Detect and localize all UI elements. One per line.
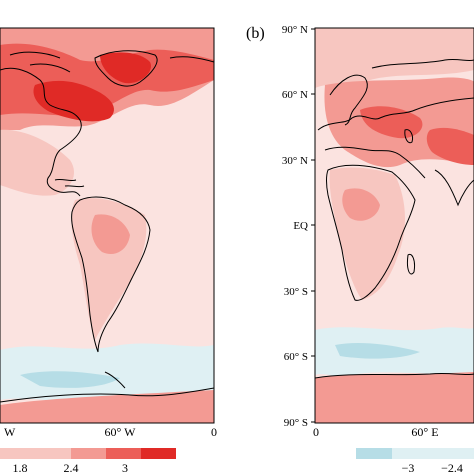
map-a-southern-cool-core — [20, 371, 120, 388]
colorbar-a-swatch-2 — [36, 448, 71, 459]
lat-label-30s: 30° S — [284, 286, 308, 298]
map-panel-a — [0, 28, 214, 423]
map-a-antarctic-warming — [0, 390, 214, 423]
colorbar-a-swatch-1 — [0, 448, 36, 459]
map-b-coastlines — [315, 58, 474, 379]
colorbar-b-tick-minus-3: −3 — [402, 461, 415, 474]
coast-europe — [317, 97, 474, 131]
colorbar-b: −3 −2.4 — [356, 448, 474, 474]
panel-b-label: (b) — [246, 25, 265, 42]
coast-arctic-b — [371, 58, 474, 69]
coast-caspian — [404, 129, 413, 144]
map-a-coastlines — [0, 50, 214, 403]
coast-madagascar — [407, 253, 415, 275]
coast-north-america — [0, 67, 82, 197]
map-a-greenland-hotspot — [100, 52, 151, 84]
map-a-na-land-warming — [0, 129, 75, 196]
map-b-southern-cool-core — [335, 342, 420, 359]
coast-arctic-islands — [9, 51, 214, 73]
colorbar-a-tick-3: 3 — [122, 461, 128, 474]
colorbar-b-tick-minus-2-4: −2.4 — [441, 461, 463, 474]
coast-mediterranean — [324, 146, 426, 179]
coast-africa — [326, 164, 416, 301]
map-b-x-tick-0: 0 — [313, 425, 319, 439]
coast-antarctic-peninsula — [104, 371, 126, 389]
colorbar-b-swatch-3 — [428, 448, 474, 459]
lat-label-60s: 60° S — [284, 351, 308, 363]
map-b-arctic-warming — [315, 28, 474, 88]
lat-label-60n: 60° N — [282, 89, 308, 101]
lat-label-90s: 90° S — [284, 417, 308, 429]
map-b-central-asia-hotspot — [426, 127, 474, 165]
map-b-antarctic-warming — [315, 372, 474, 423]
lat-label-eq: EQ — [293, 220, 308, 232]
map-a-frame — [0, 27, 215, 424]
map-b-russia-hotspot — [360, 106, 423, 139]
colorbar-a-tick-2-4: 2.4 — [64, 461, 79, 474]
colorbar-b-swatch-1 — [356, 448, 392, 459]
coast-scandinavia — [329, 74, 368, 126]
lat-label-90n: 90° N — [282, 24, 308, 36]
map-a-x-tick-60w: 60° W — [105, 425, 137, 439]
coast-antarctica-a — [0, 387, 214, 403]
map-b-africa-hotspot — [342, 188, 380, 221]
colorbar-a-swatch-5 — [141, 448, 176, 459]
map-panel-b — [315, 28, 474, 423]
lat-label-30n: 30° N — [282, 155, 308, 167]
map-a-x-tick-0: 0 — [211, 425, 217, 439]
map-a-amazon-hotspot — [91, 214, 130, 255]
coast-caribbean — [54, 178, 85, 188]
colorbar-b-swatch-2 — [392, 448, 428, 459]
colorbar-a-tick-1-8: 1.8 — [13, 461, 28, 474]
coast-greenland — [94, 50, 158, 87]
map-a-x-axis: W 60° W 0 — [4, 425, 217, 439]
colorbar-a-swatch-3 — [71, 448, 106, 459]
coast-antarctica-b — [315, 372, 474, 379]
colorbar-a: 1.8 2.4 3 — [0, 448, 176, 474]
coast-south-america — [71, 196, 151, 353]
map-a-x-tick-w: W — [4, 425, 16, 439]
coast-india — [434, 169, 474, 207]
map-b-x-tick-60e: 60° E — [411, 425, 438, 439]
colorbar-a-swatch-4 — [106, 448, 141, 459]
map-b-y-axis: 90° N 60° N 30° N EQ 30° S 60° S 90° S — [282, 24, 315, 429]
map-a-hudson-hotspot — [33, 80, 115, 122]
map-b-x-axis: 60° E 0 — [313, 425, 439, 439]
